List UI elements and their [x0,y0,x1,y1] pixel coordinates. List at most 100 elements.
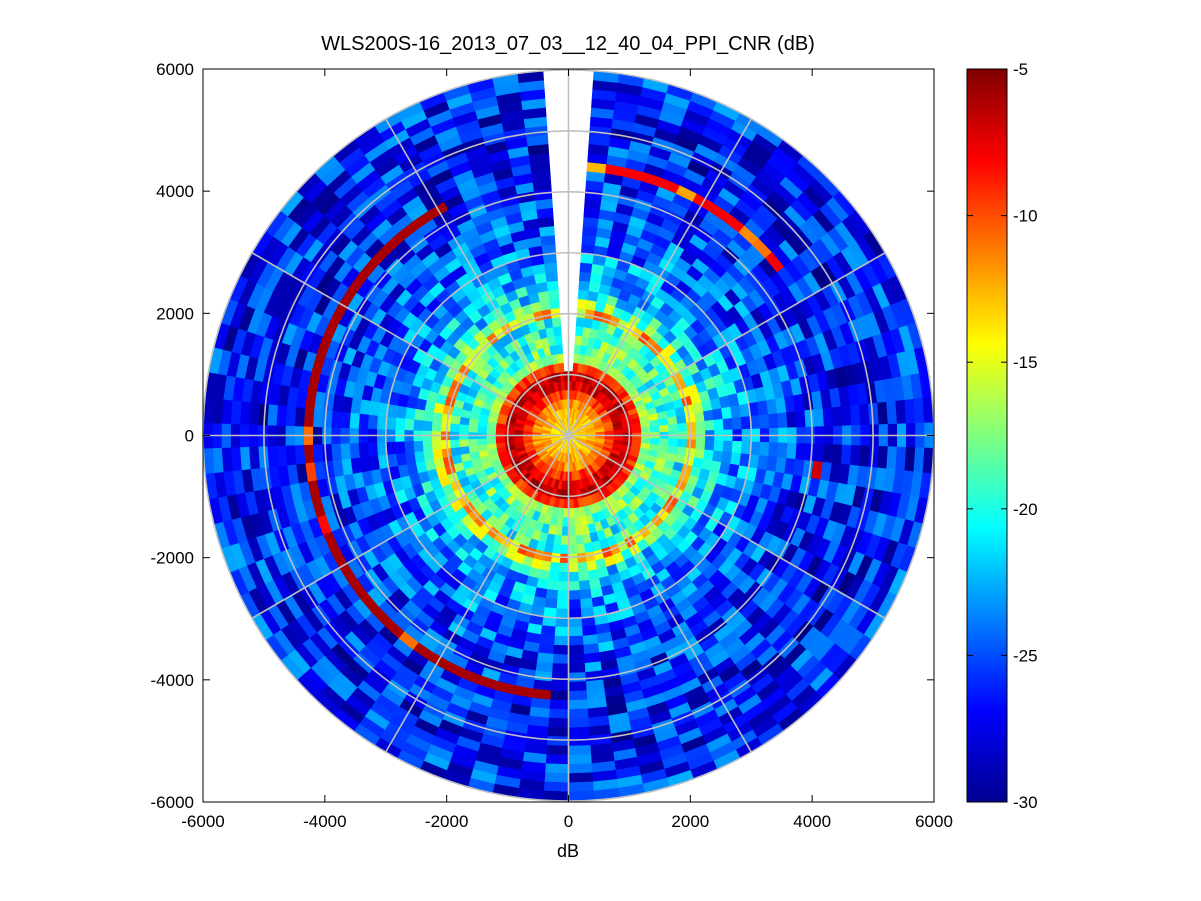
polar-cell [431,420,442,432]
polar-cell [557,571,569,583]
polar-cell [568,571,580,583]
polar-cell [568,508,575,519]
spoke-line [567,118,752,436]
polar-cell [312,443,324,463]
polar-cell [581,234,597,246]
polar-cell [572,498,580,509]
polar-cell [513,436,524,442]
colorbar-tick-label: -20 [1013,500,1038,519]
polar-cell [552,644,569,656]
polar-cell [568,663,586,674]
polar-cell [546,579,559,591]
polar-cell [568,690,588,701]
polar-cell [367,414,378,430]
polar-cell [568,581,580,592]
polar-cell [786,442,798,460]
polar-cell [285,444,297,466]
x-axis-label: dB [557,841,579,861]
y-tick-label: -6000 [151,793,194,812]
y-tick-label: -2000 [151,549,194,568]
polar-cell [831,444,843,465]
polar-cell [556,590,569,601]
polar-cell [544,763,569,774]
polar-cell [413,408,425,421]
polar-cell [568,517,576,528]
polar-cell [622,428,633,434]
polar-cell [468,444,479,454]
polar-cell [577,561,588,573]
polar-cell [575,534,585,546]
polar-cell [543,261,558,273]
polar-cell [568,699,588,710]
polar-cell [285,405,297,427]
polar-cell [704,419,715,432]
polar-cell [554,626,569,637]
colorbar-tick-label: -25 [1013,646,1038,665]
polar-cell [583,542,594,554]
polar-cell [568,544,578,555]
polar-cell [777,412,788,429]
polar-cell [551,316,562,328]
polar-cell [551,663,569,674]
polar-cell [330,443,342,461]
polar-cell [759,441,770,457]
polar-cell [549,298,560,310]
polar-cell [568,635,584,646]
polar-cell [367,441,378,457]
polar-cell [294,444,306,465]
polar-cell [577,570,590,582]
axis-ticks: -6000 -4000 -2000 0 2000 4000 6000 6000 4000 2000… [151,60,953,831]
polar-cell [568,735,591,747]
polar-cell [458,423,469,433]
polar-cell [562,508,569,519]
polar-cell [858,445,871,468]
polar-cell [631,427,642,434]
polar-cell [686,439,697,450]
polar-cell [658,417,669,427]
polar-cell [303,407,315,427]
polar-cell [804,409,816,428]
polar-cell [822,407,834,427]
polar-cell [813,443,825,463]
polar-cell [476,438,488,446]
polar-cell [257,445,269,469]
polar-cell [574,525,583,537]
polar-cell [568,790,595,802]
polar-cell [578,280,591,292]
colorbar-tick-label: -5 [1013,60,1028,79]
polar-cell [568,708,589,720]
polar-cell [266,403,279,426]
polar-cell [549,561,560,573]
spoke-line [568,434,886,619]
colorbar-tick-label: -15 [1013,353,1038,372]
polar-cell [568,681,587,692]
polar-cell [786,411,798,429]
polar-cell [704,439,715,452]
polar-cell [394,417,406,431]
polar-cell [568,772,594,784]
polar-cell [568,717,590,729]
polar-cell [712,408,724,421]
polar-cell [550,681,569,692]
polar-cell [568,626,583,637]
polar-cell [403,417,415,431]
polar-cell [559,544,569,555]
polar-cell [568,599,581,610]
polar-cell [568,617,583,628]
polar-cell [822,444,834,464]
polar-cell [545,589,558,600]
polar-cell [677,422,688,432]
polar-cell [731,417,743,431]
polar-cell [257,402,269,426]
polar-cell [676,414,687,425]
polar-cell [547,726,569,738]
y-tick-label: 6000 [156,60,194,79]
polar-cell [578,579,591,591]
polar-cell [668,423,679,433]
polar-cell [412,418,424,431]
polar-cell [579,261,594,273]
polar-cell [543,317,554,329]
chart-title: WLS200S-16_2013_07_03__12_40_04_PPI_CNR … [321,33,815,55]
polar-cell [467,438,478,447]
